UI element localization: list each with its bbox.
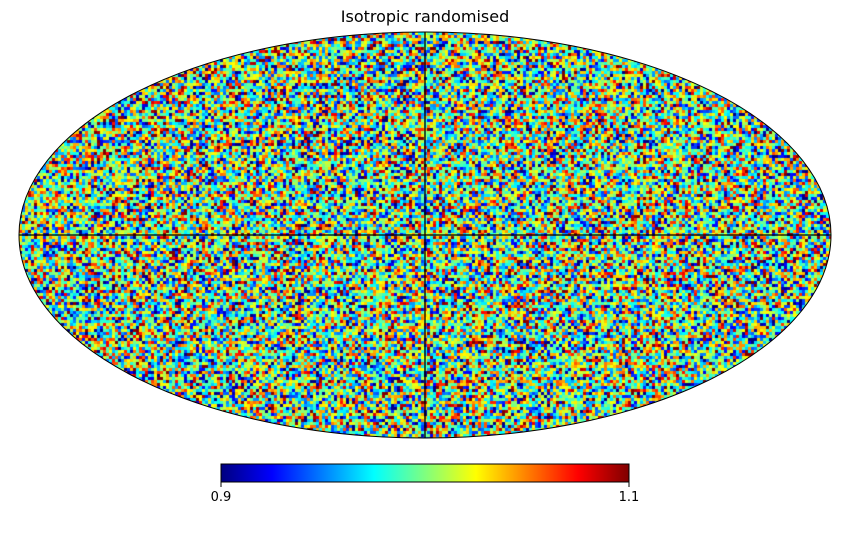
map-outline (18, 31, 832, 439)
colorbar: 0.9 1.1 (211, 463, 640, 505)
colorbar-label-max: 1.1 (619, 490, 640, 505)
colorbar-gradient (220, 463, 630, 483)
colorbar-label-min: 0.9 (211, 490, 232, 505)
chart-title: Isotropic randomised (341, 7, 509, 26)
